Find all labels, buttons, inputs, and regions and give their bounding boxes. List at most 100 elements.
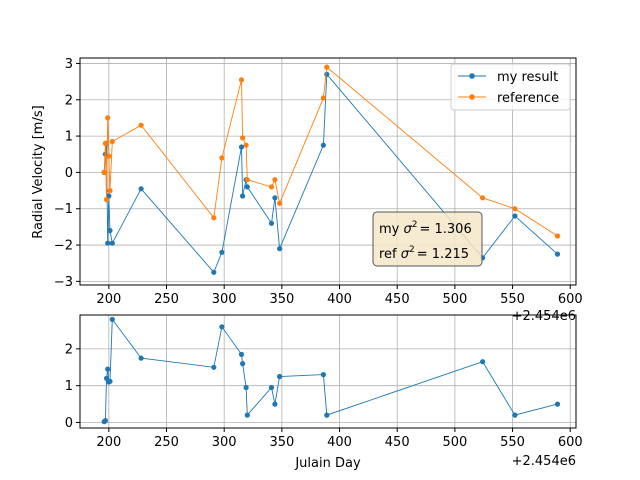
top-point-my-result [105, 240, 111, 246]
top-point-reference [243, 142, 249, 148]
bottom-x-tick-label: 600 [558, 435, 583, 450]
top-point-my-result [109, 240, 115, 246]
bottom-point-series-0 [480, 359, 486, 365]
top-point-reference [244, 177, 250, 183]
bottom-point-series-0 [238, 351, 245, 357]
top-point-my-result [138, 186, 144, 192]
annotation-line-my: my σ2 = 1.306 [379, 220, 472, 237]
top-chart-panel: 200 250 300 350 400 450 500 550 600 −3 −2 −1 0 1 2 3 Ra… [31, 57, 583, 324]
top-point-my-result [268, 220, 275, 226]
top-y-tick-label: −3 [54, 275, 73, 290]
bottom-y-tick-label: 1 [65, 379, 73, 394]
top-y-tick-label: 0 [65, 166, 73, 181]
bottom-x-tick-label: 250 [154, 435, 179, 450]
top-point-my-result [240, 193, 246, 199]
top-y-tick-label: 3 [65, 57, 73, 72]
top-point-reference [320, 95, 326, 101]
top-point-reference [105, 115, 111, 121]
bottom-point-series-0 [105, 366, 111, 372]
bottom-point-series-0 [109, 316, 115, 322]
bottom-x-tick-label: 450 [385, 435, 410, 450]
annotation-my-prefix: my [379, 222, 404, 237]
top-point-my-result [211, 269, 217, 275]
top-y-axis-label: Radial Velocity [m/s] [31, 105, 46, 238]
top-y-tick-label: −2 [54, 239, 73, 254]
top-point-my-result [219, 249, 225, 255]
annotation-line-ref: ref σ2 = 1.215 [379, 245, 469, 262]
bottom-point-series-0 [272, 401, 278, 407]
bottom-x-offset-label: +2.454e6 [512, 454, 576, 469]
annotation-my-sigma: σ [404, 222, 413, 237]
sigma-annotation: my σ2 = 1.306 ref σ2 = 1.215 [372, 211, 483, 267]
top-point-reference [240, 135, 246, 141]
bottom-point-series-0 [268, 384, 275, 391]
top-x-tick-label: 550 [500, 292, 525, 307]
top-point-reference [106, 153, 112, 159]
legend-marker-reference [469, 94, 475, 100]
bottom-series-group [101, 316, 561, 425]
top-x-tick-label: 600 [558, 292, 583, 307]
top-point-reference [102, 140, 108, 146]
bottom-point-series-0 [102, 418, 108, 424]
top-point-my-result [554, 251, 561, 257]
top-point-reference [138, 122, 144, 128]
annotation-ref-prefix: ref [379, 247, 401, 262]
bottom-point-series-0 [554, 401, 561, 407]
top-point-my-result [107, 227, 113, 234]
legend-marker-my-result [469, 73, 475, 79]
top-line-my-result [103, 73, 558, 274]
legend: my result reference [450, 63, 571, 111]
bottom-x-tick-label: 400 [327, 435, 352, 450]
annotation-ref-value: = 1.215 [417, 247, 469, 262]
bottom-point-series-0 [244, 412, 250, 418]
top-point-reference [272, 177, 278, 183]
top-point-my-result [272, 195, 278, 201]
top-point-reference [324, 64, 330, 70]
top-x-tick-label: 200 [96, 292, 121, 307]
bottom-point-series-0 [243, 384, 249, 391]
bottom-point-series-0 [320, 372, 326, 378]
top-x-tick-label: 400 [327, 292, 352, 307]
top-grid [80, 58, 576, 285]
bottom-point-series-0 [219, 324, 225, 330]
top-x-tick-label: 500 [442, 292, 467, 307]
bottom-x-axis-label: Julain Day [294, 456, 361, 471]
top-y-tick-label: −1 [54, 202, 73, 217]
top-point-reference [107, 188, 113, 194]
legend-label-reference: reference [497, 91, 559, 106]
bottom-point-series-0 [277, 373, 283, 380]
bottom-point-series-0 [211, 364, 217, 370]
top-x-tick-label: 300 [212, 292, 237, 307]
top-point-reference [238, 77, 245, 83]
bottom-point-series-0 [138, 355, 144, 361]
bottom-x-tick-label: 350 [269, 435, 294, 450]
top-point-reference [512, 206, 518, 212]
bottom-point-series-0 [103, 375, 110, 381]
top-point-my-result [244, 184, 250, 190]
top-point-my-result [324, 71, 330, 77]
annotation-my-sup: 2 [412, 220, 418, 230]
bottom-point-series-0 [324, 412, 330, 418]
top-y-tick-label: 2 [65, 93, 73, 108]
top-point-reference [268, 184, 275, 190]
top-point-reference [480, 195, 486, 201]
top-point-my-result [277, 246, 283, 252]
top-point-reference [219, 155, 225, 161]
annotation-box [372, 211, 483, 267]
top-point-reference [211, 215, 217, 221]
bottom-line-series-0 [103, 318, 558, 423]
top-point-my-result [238, 144, 245, 150]
top-point-reference [554, 233, 561, 239]
top-point-my-result [512, 213, 518, 219]
bottom-y-tick-label: 2 [65, 342, 73, 357]
top-x-tick-label: 250 [154, 292, 179, 307]
bottom-y-tick-label: 0 [65, 416, 73, 431]
bottom-x-tick-label: 200 [96, 435, 121, 450]
top-plot-frame [79, 57, 577, 286]
bottom-plot-frame [79, 314, 577, 429]
bottom-ticks: 200 250 300 350 400 450 500 550 600 0 1 2 [65, 342, 583, 450]
top-y-tick-label: 1 [65, 130, 73, 145]
top-point-reference [277, 200, 283, 206]
top-point-reference [103, 197, 110, 203]
